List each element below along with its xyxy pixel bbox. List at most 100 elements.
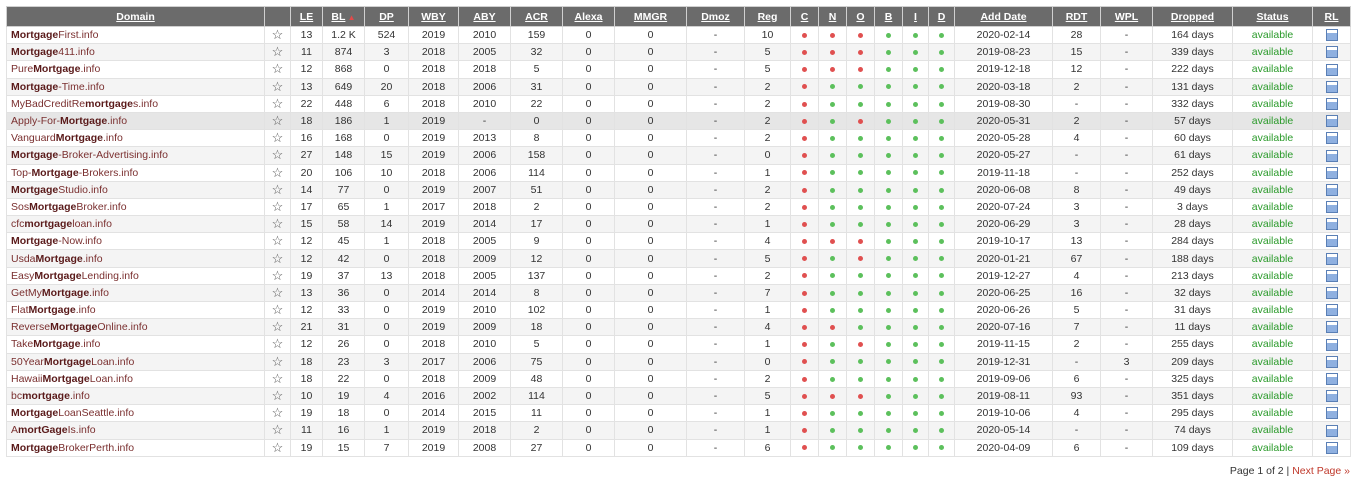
star-outline-icon[interactable]: ☆ (271, 336, 284, 352)
domain-link[interactable]: TakeMortgage.info (11, 338, 100, 350)
star-outline-icon[interactable]: ☆ (271, 319, 284, 335)
report-icon[interactable] (1325, 424, 1338, 437)
report-icon[interactable] (1325, 390, 1338, 403)
star-outline-icon[interactable]: ☆ (271, 164, 284, 180)
column-header-reg[interactable]: Reg (744, 6, 791, 27)
report-icon[interactable] (1325, 97, 1338, 110)
column-sort-link[interactable]: D (937, 10, 946, 23)
star-outline-icon[interactable]: ☆ (271, 113, 284, 129)
column-sort-link[interactable]: Alexa (574, 10, 603, 23)
column-header-wpl[interactable]: WPL (1100, 6, 1153, 27)
report-icon[interactable] (1325, 149, 1338, 162)
column-header-i[interactable]: I (902, 6, 929, 27)
report-icon[interactable] (1325, 269, 1338, 282)
report-icon[interactable] (1325, 407, 1338, 420)
column-sort-link[interactable]: RDT (1065, 10, 1088, 23)
column-header-le[interactable]: LE (290, 6, 323, 27)
column-sort-link[interactable]: WPL (1114, 10, 1139, 23)
domain-link[interactable]: Mortgage-Now.info (11, 235, 102, 247)
column-header-dropped[interactable]: Dropped (1152, 6, 1233, 27)
column-sort-link[interactable]: DP (379, 10, 394, 23)
domain-link[interactable]: MortgageStudio.info (11, 184, 108, 196)
column-sort-link[interactable]: B (884, 10, 893, 23)
star-outline-icon[interactable]: ☆ (271, 27, 284, 43)
report-icon[interactable] (1325, 304, 1338, 317)
column-sort-link[interactable]: Domain (116, 10, 155, 23)
column-header-alexa[interactable]: Alexa (562, 6, 615, 27)
column-header-b[interactable]: B (874, 6, 903, 27)
report-icon[interactable] (1325, 29, 1338, 42)
column-sort-link[interactable]: Add Date (980, 10, 1027, 23)
column-header-d[interactable]: D (928, 6, 955, 27)
domain-link[interactable]: Mortgage-Broker-Advertising.info (11, 149, 168, 161)
column-sort-link[interactable]: Dropped (1170, 10, 1215, 23)
column-header-mmgr[interactable]: MMGR (614, 6, 687, 27)
domain-link[interactable]: HawaiiMortgageLoan.info (11, 373, 133, 385)
column-header-rdt[interactable]: RDT (1052, 6, 1101, 27)
column-header-dmoz[interactable]: Dmoz (686, 6, 745, 27)
column-sort-link[interactable]: Dmoz (701, 10, 730, 23)
column-sort-link[interactable]: C (800, 10, 809, 23)
star-outline-icon[interactable]: ☆ (271, 61, 284, 77)
column-header-rl[interactable]: RL (1312, 6, 1351, 27)
column-header-status[interactable]: Status (1232, 6, 1313, 27)
report-icon[interactable] (1325, 80, 1338, 93)
column-sort-link[interactable]: O (856, 10, 865, 23)
domain-link[interactable]: bcmortgage.info (11, 390, 90, 402)
column-sort-link[interactable]: LE (299, 10, 314, 23)
star-outline-icon[interactable]: ☆ (271, 284, 284, 300)
star-outline-icon[interactable]: ☆ (271, 181, 284, 197)
domain-link[interactable]: Mortgage-Time.info (11, 81, 105, 93)
column-header-n[interactable]: N (818, 6, 847, 27)
column-sort-link[interactable]: N (828, 10, 837, 23)
domain-link[interactable]: MortgageLoanSeattle.info (11, 407, 134, 419)
domain-link[interactable]: 50YearMortgageLoan.info (11, 356, 134, 368)
column-header-o[interactable]: O (846, 6, 875, 27)
next-page-link[interactable]: Next Page » (1292, 465, 1350, 477)
report-icon[interactable] (1325, 166, 1338, 179)
domain-link[interactable]: PureMortgage.info (11, 63, 100, 75)
domain-link[interactable]: MortgageBrokerPerth.info (11, 442, 134, 454)
star-outline-icon[interactable]: ☆ (271, 216, 284, 232)
column-sort-link[interactable]: I (914, 10, 917, 23)
star-outline-icon[interactable]: ☆ (271, 78, 284, 94)
domain-link[interactable]: EasyMortgageLending.info (11, 270, 139, 282)
report-icon[interactable] (1325, 235, 1338, 248)
column-header-domain[interactable]: Domain (6, 6, 265, 27)
domain-link[interactable]: MyBadCreditRemortgages.info (11, 98, 158, 110)
domain-link[interactable]: Top-Mortgage-Brokers.info (11, 167, 138, 179)
report-icon[interactable] (1325, 441, 1338, 454)
star-outline-icon[interactable]: ☆ (271, 422, 284, 438)
report-icon[interactable] (1325, 338, 1338, 351)
report-icon[interactable] (1325, 252, 1338, 265)
domain-link[interactable]: SosMortgageBroker.info (11, 201, 127, 213)
star-outline-icon[interactable]: ☆ (271, 233, 284, 249)
column-sort-link[interactable]: Reg (757, 10, 778, 23)
column-sort-link[interactable]: ACR (525, 10, 548, 23)
column-header-dp[interactable]: DP (364, 6, 409, 27)
star-outline-icon[interactable]: ☆ (271, 44, 284, 60)
star-outline-icon[interactable]: ☆ (271, 198, 284, 214)
column-sort-link[interactable]: WBY (421, 10, 446, 23)
column-sort-link[interactable]: MMGR (633, 10, 668, 23)
column-sort-link[interactable]: RL (1324, 10, 1339, 23)
domain-link[interactable]: UsdaMortgage.info (11, 253, 103, 265)
star-outline-icon[interactable]: ☆ (271, 250, 284, 266)
star-outline-icon[interactable]: ☆ (271, 439, 284, 455)
star-outline-icon[interactable]: ☆ (271, 370, 284, 386)
domain-link[interactable]: ReverseMortgageOnline.info (11, 321, 148, 333)
star-outline-icon[interactable]: ☆ (271, 388, 284, 404)
star-outline-icon[interactable]: ☆ (271, 302, 284, 318)
column-sort-link[interactable]: Status (1256, 10, 1289, 23)
report-icon[interactable] (1325, 183, 1338, 196)
report-icon[interactable] (1325, 115, 1338, 128)
column-sort-link[interactable]: ABY (473, 10, 496, 23)
domain-link[interactable]: Apply-For-Mortgage.info (11, 115, 127, 127)
report-icon[interactable] (1325, 63, 1338, 76)
report-icon[interactable] (1325, 201, 1338, 214)
column-header-add-date[interactable]: Add Date (954, 6, 1053, 27)
domain-link[interactable]: Mortgage411.info (11, 46, 95, 58)
report-icon[interactable] (1325, 372, 1338, 385)
domain-link[interactable]: AmortGageIs.info (11, 424, 96, 436)
report-icon[interactable] (1325, 321, 1338, 334)
